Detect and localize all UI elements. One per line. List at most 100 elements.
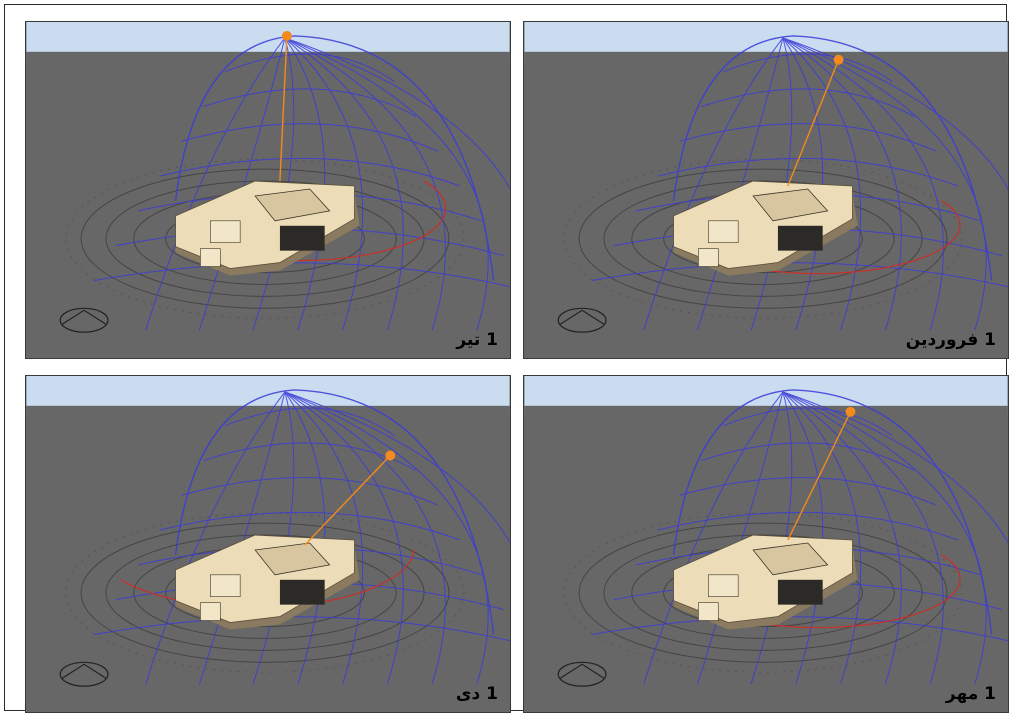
ground-ring (578, 522, 948, 663)
ground-rings (65, 158, 465, 319)
sun-marker (845, 406, 856, 417)
dome-meridian (145, 391, 286, 685)
compass-arrow (559, 309, 605, 325)
dome-meridian (782, 37, 902, 331)
compass-ellipse (59, 661, 109, 687)
dome-meridian (782, 37, 987, 331)
dome-meridian (198, 391, 286, 685)
dome-meridian (284, 391, 326, 685)
dome-meridian (284, 391, 446, 685)
compass-ellipse (557, 661, 607, 687)
building-model (673, 180, 858, 276)
building-block (210, 220, 241, 243)
dome-meridian (782, 391, 824, 685)
building-hall (254, 188, 331, 222)
ground-ring (80, 522, 450, 663)
dome-meridian (782, 391, 944, 685)
ground-ring (603, 180, 923, 297)
building-block (708, 220, 739, 243)
dome-meridian (643, 391, 784, 685)
building-block (708, 574, 739, 597)
dome-meridian (284, 391, 489, 685)
dome-meridian (284, 37, 364, 331)
sun-path-diagram (524, 376, 1008, 712)
compass-ellipse (59, 307, 109, 333)
ground-rings (563, 512, 963, 673)
building-block (210, 574, 241, 597)
dome-parallel (591, 616, 1008, 642)
dome-parallel (181, 123, 439, 152)
compass-ring (65, 158, 465, 319)
panel-date-label: 1 دی (455, 684, 498, 704)
dome-edge (672, 35, 993, 281)
building-model (175, 180, 360, 276)
dome-parallel (159, 157, 461, 187)
dome-meridian (782, 37, 1008, 190)
dome-parallel (723, 53, 893, 83)
ground-ring (80, 168, 450, 309)
dome-meridian (252, 391, 295, 685)
dome-meridian (284, 37, 489, 331)
ground-ring (578, 168, 948, 309)
building-shadow-court (777, 579, 823, 605)
dome-meridian (782, 391, 862, 685)
dome-parallel (93, 262, 510, 288)
dome-meridian (284, 391, 404, 685)
dome-meridian (145, 37, 286, 331)
dome-meridian (284, 37, 510, 190)
building-block (698, 602, 719, 621)
dome-meridian (750, 37, 793, 331)
sun-ray (787, 411, 852, 541)
sun-dome-grid (591, 35, 1008, 331)
building-shadow-court (279, 225, 325, 251)
dome-meridian (284, 37, 404, 331)
dome-parallel (679, 123, 937, 152)
building-block (200, 602, 221, 621)
sun-path-panel-mehr: 1 مهر (523, 375, 1009, 713)
dome-meridian (643, 37, 784, 331)
dome-parallel (701, 88, 915, 117)
building-block (698, 248, 719, 267)
building-shadow-court (777, 225, 823, 251)
panel-date-label: 1 فروردین (905, 330, 996, 350)
dome-edge (672, 389, 993, 635)
compass-arrow (61, 663, 107, 679)
compass-indicator (59, 661, 109, 687)
ground-ring (603, 534, 923, 651)
sun-dome-grid (591, 389, 1008, 685)
dome-meridian (252, 37, 295, 331)
dome-meridian (696, 391, 784, 685)
sun-marker (281, 30, 292, 41)
compass-ring (563, 158, 963, 319)
building-hall (752, 188, 829, 222)
compass-arrow (559, 663, 605, 679)
sun-path-panel-farvardin: 1 فروردین (523, 21, 1009, 359)
sun-ray (279, 35, 288, 182)
dome-meridian (782, 391, 987, 685)
compass-ring (563, 512, 963, 673)
dome-meridian (696, 37, 784, 331)
dome-meridian (284, 37, 446, 331)
building-shadow-court (279, 579, 325, 605)
compass-indicator (557, 661, 607, 687)
building-block (200, 248, 221, 267)
dome-meridian (750, 391, 793, 685)
dome-meridian (782, 391, 1008, 544)
ground-ring (105, 534, 425, 651)
dome-edge (174, 35, 495, 281)
dome-meridian (782, 37, 944, 331)
dome-parallel (591, 262, 1008, 288)
dome-meridian (782, 37, 862, 331)
dome-meridian (284, 391, 510, 544)
sun-path-diagram (524, 22, 1008, 358)
dome-meridian (284, 37, 326, 331)
dome-parallel (181, 477, 439, 506)
dome-parallel (225, 407, 395, 437)
dome-meridian (782, 391, 902, 685)
building-hall (752, 542, 829, 576)
dome-parallel (723, 407, 893, 437)
panel-date-label: 1 تیر (456, 330, 498, 350)
dome-parallel (203, 88, 417, 117)
compass-indicator (557, 307, 607, 333)
building-model (175, 534, 360, 630)
